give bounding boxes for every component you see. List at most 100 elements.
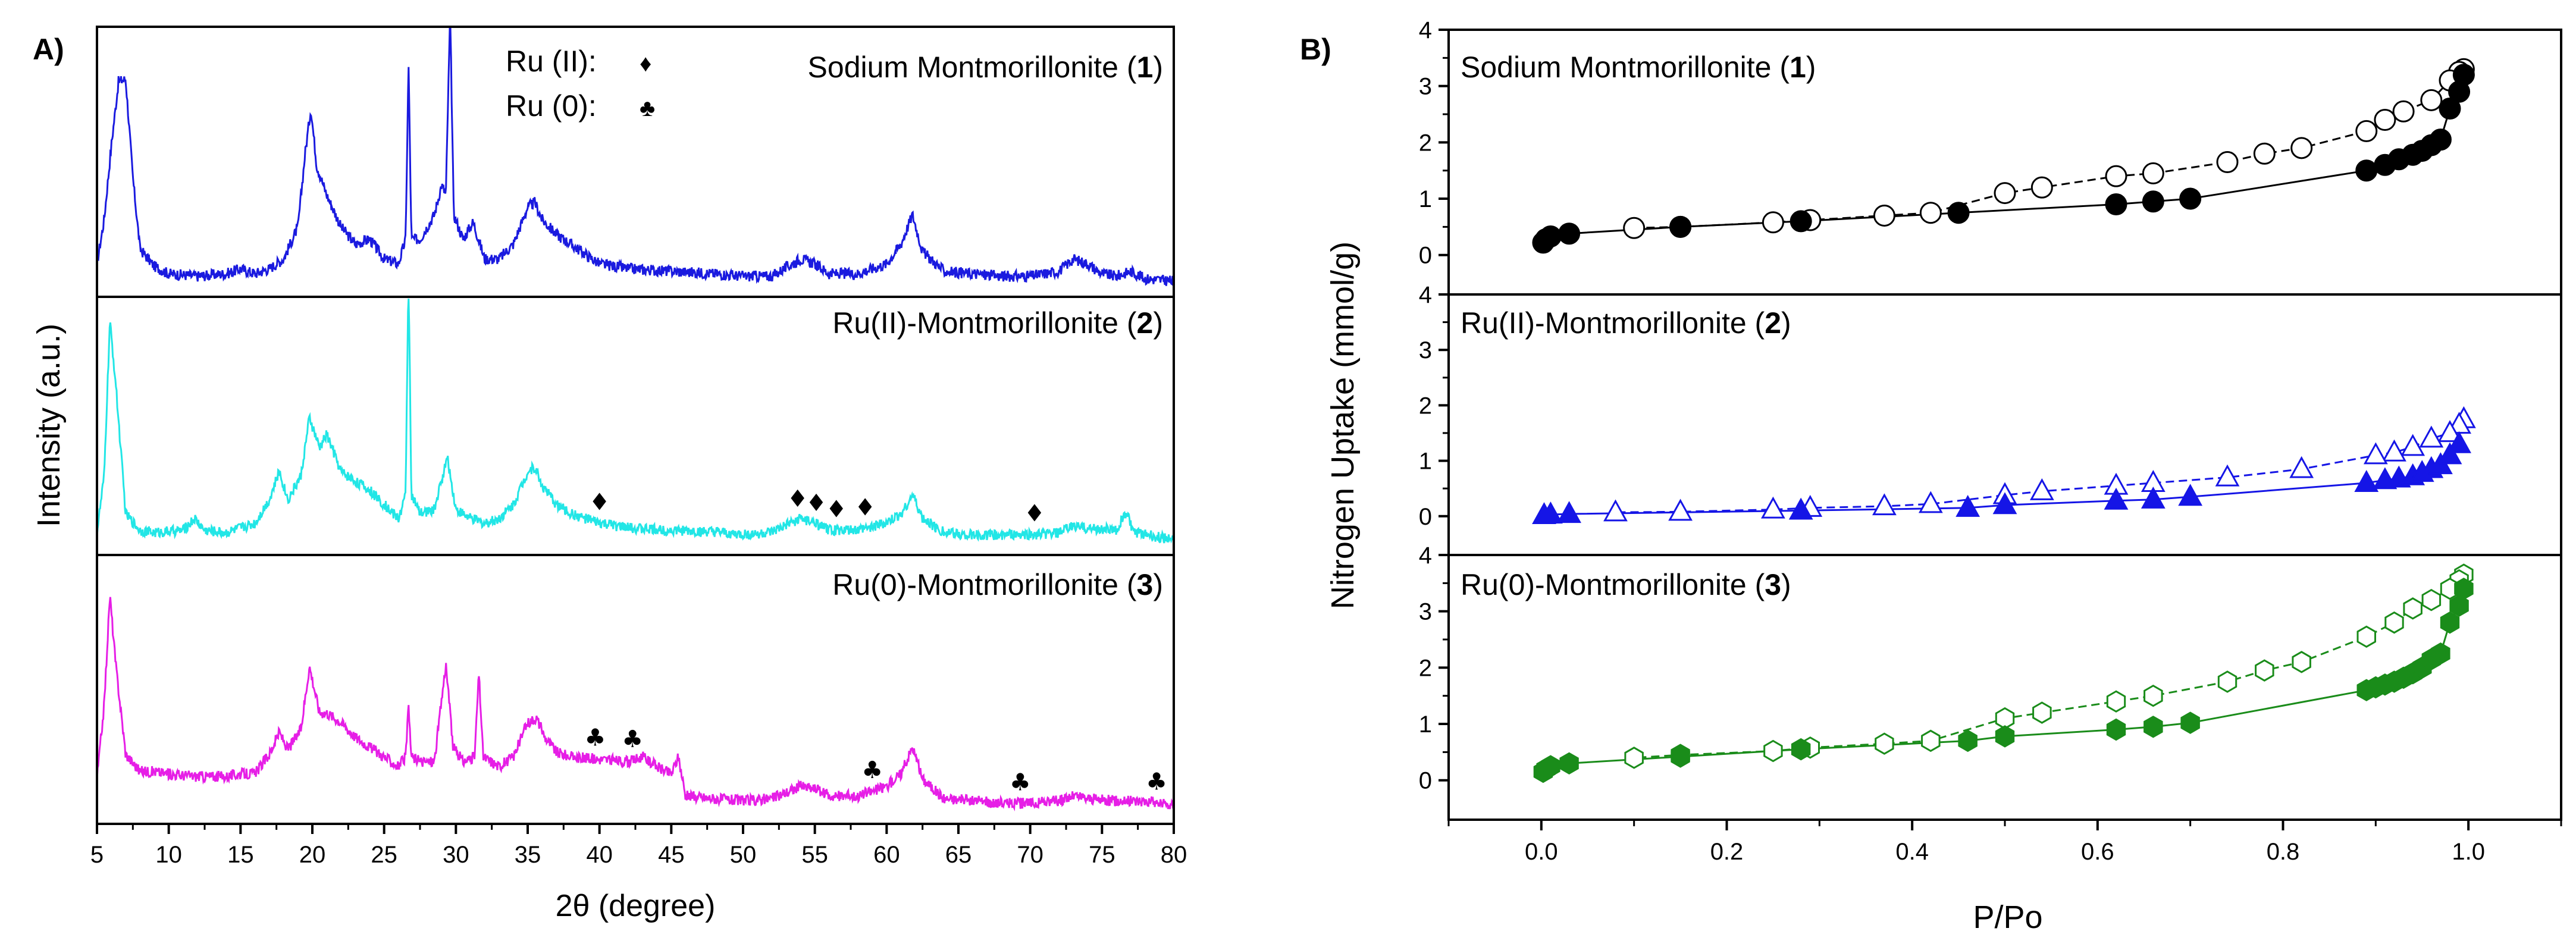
iso-y-axis-title: Nitrogen Uptake (mmol/g) — [1325, 242, 1361, 609]
xrd-x-tick-label-50: 50 — [730, 842, 757, 868]
iso-y-tick-label: 0 — [1419, 768, 1432, 794]
iso-adsorption-point-3 — [2440, 611, 2460, 634]
iso-adsorption-point-1 — [2452, 64, 2475, 86]
iso-series-label-1: Sodium Montmorillonite (1) — [1461, 51, 1816, 84]
xrd-x-tick-label-5: 5 — [90, 842, 104, 868]
panel-a: A) ♦ ♦♦♦ ♦ ♦♣ ♣♣ ♣ ♣ 5 10 15 20 25 30 35 40 45 50 55 60 65… — [31, 26, 1187, 923]
panel-a-label: A) — [33, 33, 64, 66]
iso-adsorption-point-2 — [2104, 487, 2129, 510]
iso-desorption-point-2 — [2029, 478, 2054, 500]
iso-desorption-point-3 — [1763, 739, 1783, 763]
iso-x-tick-label: 1.0 — [2452, 839, 2485, 865]
iso-desorption-point-3 — [2143, 684, 2163, 707]
xrd-line-3 — [96, 597, 1175, 811]
xrd-phase-marker-5: ♦ — [854, 494, 876, 521]
xrd-phase-marker-7: ♣ — [584, 725, 606, 752]
iso-desorption-point-3 — [1921, 729, 1941, 752]
xrd-x-tick-label-40: 40 — [586, 842, 613, 868]
iso-desorption-point-2 — [2289, 456, 2314, 478]
xrd-phase-marker-2: ♦ — [787, 485, 808, 513]
xrd-x-tick-label-25: 25 — [371, 842, 397, 868]
panel-b-label: B) — [1300, 33, 1331, 66]
iso-desorption-point-1 — [1623, 217, 1646, 239]
xrd-x-tick-label-10: 10 — [155, 842, 182, 868]
iso-desorption-point-3 — [2106, 690, 2126, 713]
iso-desorption-point-2 — [1918, 491, 1943, 513]
iso-x-tick-label: 0.8 — [2267, 839, 2300, 865]
iso-desorption-point-3 — [2403, 597, 2423, 620]
iso-y-tick-label: 1 — [1419, 711, 1432, 738]
iso-desorption-point-2 — [2419, 425, 2444, 448]
xrd-phase-marker-4: ♦ — [826, 496, 847, 523]
xrd-x-axis-title: 2θ (degree) — [556, 889, 716, 923]
legend-ru0-symbol: ♣ — [640, 95, 655, 121]
iso-adsorption-point-1 — [1669, 215, 1692, 238]
iso-adsorption-point-3 — [2180, 711, 2200, 734]
iso-x-tick-label: 0.2 — [1710, 839, 1744, 865]
iso-y-tick-label: 2 — [1419, 130, 1432, 156]
iso-desorption-point-3 — [2255, 659, 2274, 682]
xrd-x-tick-label-70: 70 — [1017, 842, 1043, 868]
iso-desorption-point-3 — [2292, 651, 2311, 673]
iso-adsorption-point-2 — [2447, 431, 2471, 453]
iso-desorption-point-1 — [2030, 176, 2053, 199]
iso-desorption-point-1 — [2216, 151, 2239, 173]
iso-adsorption-point-3 — [1958, 729, 1978, 752]
iso-desorption-line-3 — [1634, 574, 2465, 759]
iso-y-tick-label: 3 — [1419, 74, 1432, 100]
iso-desorption-point-2 — [1668, 498, 1693, 521]
xrd-x-tick-label-80: 80 — [1161, 842, 1187, 868]
iso-adsorption-point-2 — [2437, 442, 2462, 465]
xrd-x-tick-label-15: 15 — [227, 842, 254, 868]
iso-adsorption-point-1 — [2179, 187, 2202, 210]
iso-adsorption-point-3 — [1671, 745, 1690, 768]
iso-adsorption-point-3 — [2143, 716, 2163, 738]
iso-desorption-point-2 — [1872, 493, 1897, 516]
iso-x-axis-title: P/Po — [1973, 899, 2042, 935]
iso-adsorption-point-1 — [1790, 210, 1812, 233]
iso-desorption-point-1 — [2392, 100, 2415, 123]
iso-desorption-point-2 — [2400, 434, 2425, 456]
iso-desorption-point-2 — [2382, 439, 2406, 462]
iso-y-tick-label: 2 — [1419, 393, 1432, 419]
xrd-phase-marker-9: ♣ — [861, 757, 883, 784]
iso-y-tick-label: 3 — [1419, 337, 1432, 363]
iso-desorption-point-1 — [2253, 142, 2276, 165]
xrd-phase-marker-3: ♦ — [806, 490, 827, 517]
panel-b: B) 0 1 2 3 4 0 1 2 3 4 0 1 2 3 4 0.0 0.2 0.4 0.6 0.8 1.0 Sod… — [1300, 17, 2562, 935]
iso-adsorption-point-3 — [1995, 725, 2015, 748]
iso-x-tick-label: 0.6 — [2081, 839, 2114, 865]
iso-desorption-point-1 — [2142, 162, 2164, 184]
iso-y-tick-label: 4 — [1419, 282, 1432, 308]
iso-adsorption-point-2 — [2141, 487, 2166, 509]
xrd-x-tick-label-75: 75 — [1089, 842, 1115, 868]
xrd-series-group — [96, 27, 1175, 811]
iso-x-tick-label: 0.0 — [1525, 839, 1558, 865]
iso-desorption-point-1 — [1994, 182, 2016, 205]
iso-adsorption-point-3 — [1541, 755, 1560, 777]
xrd-phase-marker-1: ♦ — [589, 489, 610, 516]
iso-desorption-line-1 — [1634, 68, 2465, 229]
iso-adsorption-point-1 — [1539, 225, 1562, 247]
iso-y-tick-label: 1 — [1419, 186, 1432, 212]
xrd-x-tick-label-30: 30 — [443, 842, 469, 868]
isotherm-axes: 0 1 2 3 4 0 1 2 3 4 0 1 2 3 4 0.0 0.2 0.4 0.6 0.8 1.0 — [1419, 17, 2562, 865]
iso-adsorption-point-3 — [2454, 578, 2474, 600]
iso-y-tick-label: 2 — [1419, 655, 1432, 681]
iso-desorption-point-1 — [2355, 120, 2378, 142]
iso-desorption-point-3 — [2421, 588, 2442, 612]
iso-y-tick-label: 1 — [1419, 449, 1432, 475]
legend-ru0-label: Ru (0): — [506, 89, 597, 123]
iso-adsorption-point-3 — [2449, 594, 2469, 617]
xrd-x-tick-label-35: 35 — [515, 842, 541, 868]
iso-adsorption-point-2 — [1557, 501, 1581, 523]
iso-desorption-point-2 — [2437, 420, 2462, 443]
iso-desorption-point-1 — [2374, 108, 2396, 131]
xrd-series-label-3: Ru(0)-Montmorillonite (3) — [832, 568, 1163, 601]
iso-desorption-point-1 — [1873, 204, 1895, 227]
xrd-x-tick-label-20: 20 — [299, 842, 326, 868]
xrd-series-label-1: Sodium Montmorillonite (1) — [808, 51, 1163, 84]
xrd-phase-marker-11: ♣ — [1146, 769, 1167, 796]
iso-adsorption-point-1 — [2355, 159, 2378, 182]
